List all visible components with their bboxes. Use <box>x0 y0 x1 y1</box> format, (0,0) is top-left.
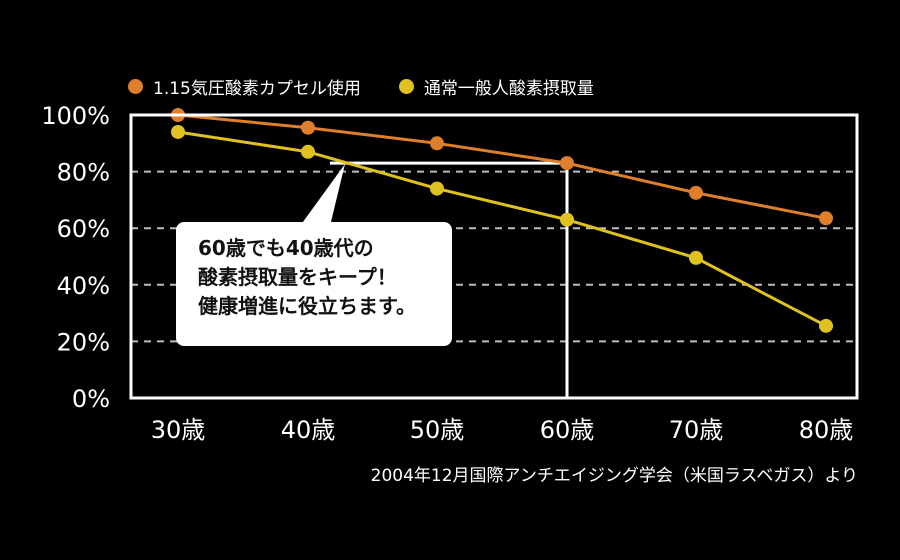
series-layer <box>171 108 833 333</box>
data-point <box>689 250 703 265</box>
y-tick-label: 80% <box>57 159 110 187</box>
legend-item-normal: 通常一般人酸素摂取量 <box>398 74 594 99</box>
legend-item-capsule: 1.15気圧酸素カプセル使用 <box>128 74 361 99</box>
data-point <box>819 318 833 333</box>
x-tick-label: 40歳 <box>281 416 336 444</box>
data-point <box>301 120 315 135</box>
data-point <box>819 211 833 226</box>
source-note: 2004年12月国際アンチエイジング学会（米国ラスベガス）より <box>370 466 858 486</box>
y-tick-label: 0% <box>72 385 110 413</box>
x-tick-label: 60歳 <box>540 416 595 444</box>
highlight-guide <box>330 161 569 398</box>
legend: 1.15気圧酸素カプセル使用 通常一般人酸素摂取量 <box>128 74 594 99</box>
x-tick-label: 30歳 <box>151 416 206 444</box>
callout-line-1: 60歳でも40歳代の <box>198 236 374 260</box>
x-tick-label: 80歳 <box>799 416 854 444</box>
legend-label-capsule: 1.15気圧酸素カプセル使用 <box>153 79 361 99</box>
y-tick-label: 100% <box>41 102 110 130</box>
series-line-2 <box>177 130 827 328</box>
legend-marker-normal <box>398 79 414 94</box>
data-point <box>171 124 185 139</box>
data-point <box>301 144 315 159</box>
y-tick-label: 20% <box>57 328 110 356</box>
legend-label-normal: 通常一般人酸素摂取量 <box>423 79 594 99</box>
y-tick-label: 40% <box>57 272 110 300</box>
x-tick-label: 70歳 <box>669 416 724 444</box>
data-point <box>430 136 444 151</box>
callout-pointer <box>300 164 345 226</box>
callout-box: 60歳でも40歳代の 酸素摂取量をキープ！ 健康増進に役立ちます。 <box>176 222 452 346</box>
data-point <box>430 181 444 196</box>
y-tick-label: 60% <box>57 215 110 243</box>
legend-marker-capsule <box>128 79 143 94</box>
data-point <box>560 212 574 227</box>
plot-frame <box>129 113 859 400</box>
callout-line-2: 酸素摂取量をキープ！ <box>198 265 397 289</box>
axis-labels: 0% 20% 40% 60% 80% 100% 30歳 40歳 50歳 60歳 70歳 80歳 <box>41 102 853 444</box>
data-point <box>689 185 703 200</box>
data-point <box>560 156 574 171</box>
callout-line-3: 健康増進に役立ちます。 <box>198 294 416 318</box>
x-tick-label: 50歳 <box>410 416 465 444</box>
series-line-1 <box>177 113 827 220</box>
